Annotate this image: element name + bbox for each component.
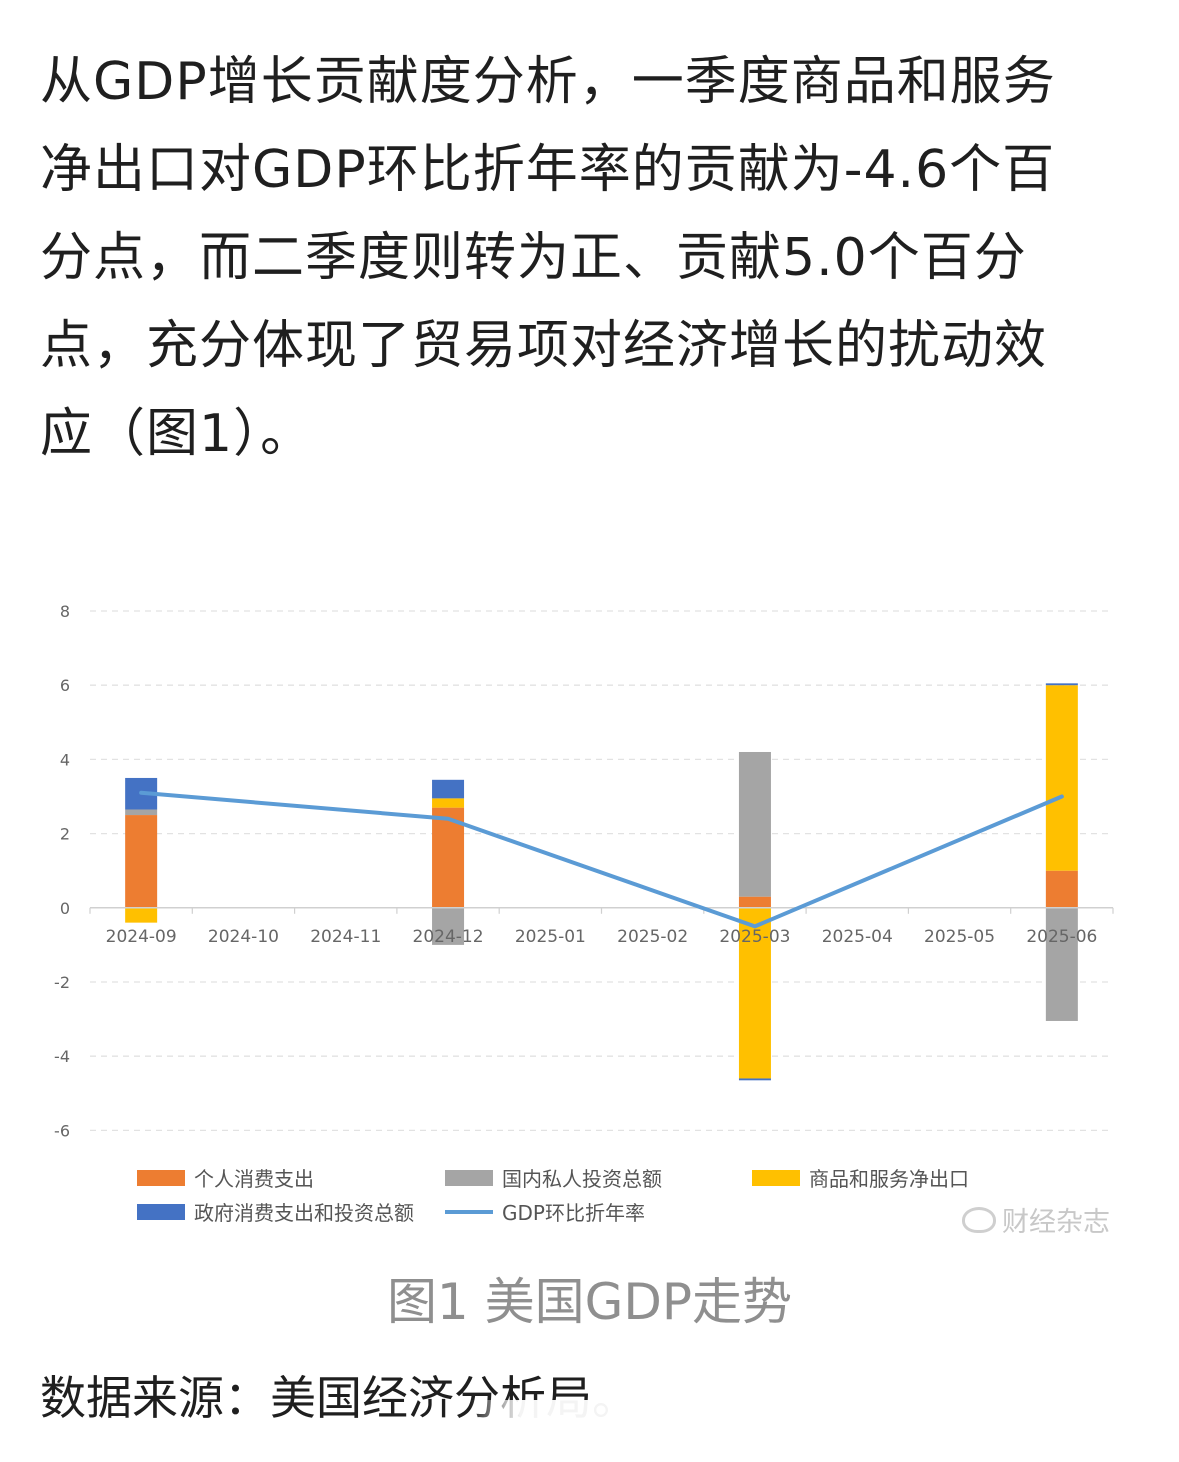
bar: [738, 907, 771, 1079]
bar: [1045, 907, 1078, 1021]
y-tick-label: 0: [60, 899, 70, 918]
overlay-fade: [470, 1400, 720, 1440]
bar: [125, 815, 158, 908]
y-tick-label: -4: [54, 1047, 70, 1066]
article-line: 点，充分体现了贸易项对经济增长的扰动效: [40, 316, 1048, 376]
legend-label: 政府消费支出和投资总额: [194, 1201, 414, 1225]
x-tick-label: 2025-04: [822, 927, 893, 947]
x-tick-label: 2024-12: [413, 927, 484, 947]
bar: [1045, 870, 1078, 908]
bar: [738, 896, 771, 908]
article-paragraph: 从GDP增长贡献度分析，一季度商品和服务 净出口对GDP环比折年率的贡献为-4.…: [40, 38, 1145, 478]
y-tick-label: 8: [60, 602, 70, 621]
legend-swatch: [137, 1204, 185, 1220]
legend-swatch: [752, 1170, 800, 1186]
legend-label: GDP环比折年率: [502, 1201, 645, 1225]
bar: [738, 751, 771, 897]
legend-label: 商品和服务净出口: [809, 1167, 969, 1191]
article-line: 净出口对GDP环比折年率的贡献为-4.6个百: [40, 140, 1056, 200]
x-tick-label: 2024-10: [208, 927, 279, 947]
legend-label: 个人消费支出: [194, 1167, 314, 1191]
bar: [1045, 683, 1078, 686]
bar: [125, 809, 158, 816]
watermark: 财经杂志: [962, 1200, 1110, 1239]
bar: [432, 779, 465, 799]
y-tick-label: 6: [60, 676, 70, 695]
x-tick-label: 2024-11: [310, 927, 381, 947]
article-line: 应（图1）。: [40, 404, 314, 464]
x-tick-label: 2024-09: [106, 927, 177, 947]
y-tick-label: -6: [54, 1121, 70, 1140]
bar: [432, 798, 465, 808]
figure-caption: 图1 美国GDP走势: [386, 1273, 793, 1331]
legend-label: 国内私人投资总额: [502, 1167, 662, 1191]
legend-swatch: [137, 1170, 185, 1186]
article-line: 分点，而二季度则转为正、贡献5.0个百分: [40, 228, 1027, 288]
x-tick-label: 2025-05: [924, 927, 995, 947]
bar: [432, 907, 465, 945]
bar: [1045, 685, 1078, 871]
x-tick-label: 2025-01: [515, 927, 586, 947]
article-line: 从GDP增长贡献度分析，一季度商品和服务: [40, 52, 1056, 112]
watermark-text: 财经杂志: [1002, 1207, 1110, 1238]
y-tick-label: 4: [60, 750, 70, 769]
gdp-line: [139, 790, 1064, 929]
legend-swatch: [445, 1170, 493, 1186]
weibo-icon: [962, 1206, 996, 1233]
y-tick-label: -2: [54, 973, 70, 992]
y-tick-label: 2: [60, 825, 70, 844]
bar: [125, 907, 158, 923]
x-tick-label: 2025-06: [1026, 927, 1097, 947]
gdp-contribution-chart: 8 6 4 2 0 -2 -4 -6 2024-09 2024-10 2024-11 2024-12 2…: [54, 602, 1114, 1225]
x-tick-label: 2025-03: [719, 927, 790, 947]
x-tick-label: 2025-02: [617, 927, 688, 947]
bar: [738, 1078, 771, 1081]
